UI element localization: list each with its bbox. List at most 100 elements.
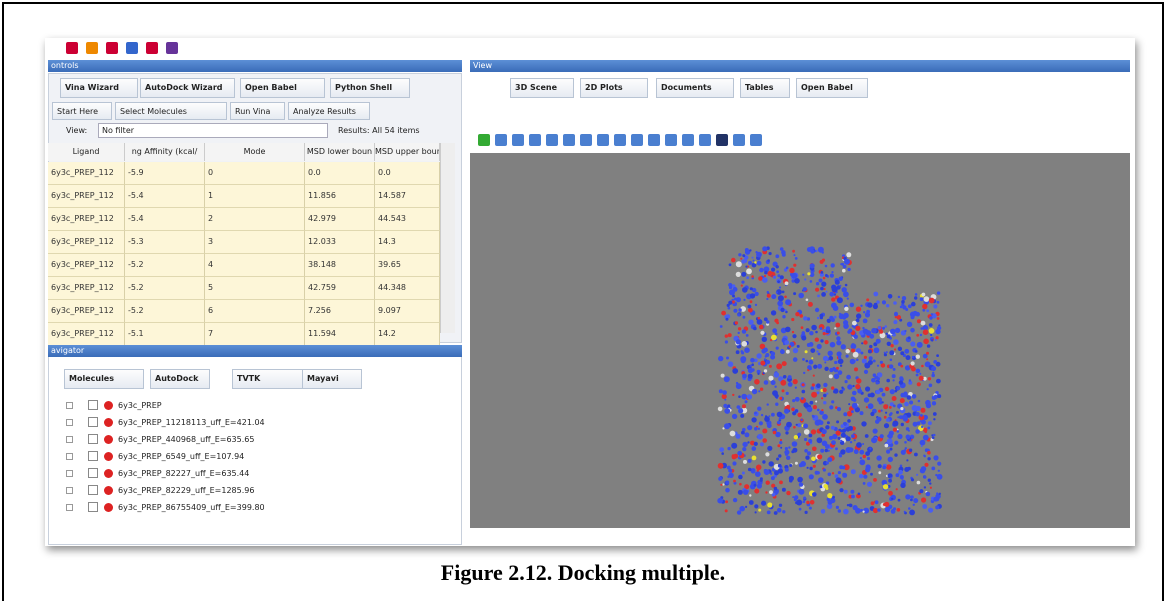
atom xyxy=(831,400,834,403)
caption: Figure 2.12. Docking multiple. xyxy=(0,560,1166,586)
scrollbar xyxy=(440,143,455,333)
atom xyxy=(808,302,813,307)
atom xyxy=(767,502,772,507)
tab[interactable]: Mayavi xyxy=(302,369,362,389)
atom xyxy=(809,474,814,479)
atom xyxy=(823,394,827,398)
atom xyxy=(892,374,896,378)
tab[interactable]: 2D Plots xyxy=(580,78,648,98)
atom xyxy=(878,464,882,468)
toolbar-icon xyxy=(733,134,745,146)
tab[interactable]: Start Here xyxy=(52,102,112,120)
atom xyxy=(829,292,834,297)
atom xyxy=(890,389,895,394)
atom xyxy=(837,332,840,335)
atom xyxy=(757,483,762,488)
atom xyxy=(817,364,822,369)
atom xyxy=(921,426,923,428)
atom xyxy=(803,500,806,503)
atom xyxy=(780,380,786,386)
atom xyxy=(929,316,932,319)
atom xyxy=(736,339,741,344)
table-cell: 0 xyxy=(205,162,305,185)
atom xyxy=(878,410,881,413)
tab[interactable]: Open Babel xyxy=(240,78,325,98)
atom xyxy=(837,407,841,411)
atom xyxy=(878,326,882,330)
atom xyxy=(834,361,837,364)
atom xyxy=(736,383,742,389)
atom xyxy=(836,340,841,345)
tab[interactable]: 3D Scene xyxy=(510,78,574,98)
atom xyxy=(937,301,940,304)
tab[interactable]: Run Vina xyxy=(230,102,285,120)
atom xyxy=(845,284,848,287)
atom xyxy=(733,309,737,313)
tab[interactable]: Tables xyxy=(740,78,790,98)
atom xyxy=(797,433,801,437)
atom xyxy=(817,409,820,412)
atom xyxy=(736,350,740,354)
atom xyxy=(728,361,734,367)
atom xyxy=(777,301,783,307)
atom xyxy=(742,341,748,347)
atom xyxy=(882,401,884,403)
atom xyxy=(870,412,874,416)
toolbar-icon xyxy=(631,134,643,146)
atom xyxy=(741,358,746,363)
tab[interactable]: Molecules xyxy=(64,369,144,389)
atom xyxy=(792,334,796,338)
table-cell: 38.148 xyxy=(305,254,375,277)
atom xyxy=(932,401,936,405)
atom xyxy=(844,259,850,265)
atom xyxy=(738,327,741,330)
atom xyxy=(732,414,737,419)
atom xyxy=(873,292,878,297)
atom xyxy=(748,261,752,265)
atom xyxy=(921,321,926,326)
atom xyxy=(920,334,922,336)
atom xyxy=(922,504,927,509)
atom xyxy=(791,273,797,279)
atom xyxy=(791,318,794,321)
tab[interactable]: Vina Wizard xyxy=(60,78,138,98)
atom xyxy=(759,268,764,273)
atom xyxy=(851,434,855,438)
atom xyxy=(803,287,807,291)
tab[interactable]: Open Babel xyxy=(796,78,868,98)
checkbox xyxy=(88,434,98,444)
tab[interactable]: AutoDock Wizard xyxy=(140,78,235,98)
atom xyxy=(827,319,830,322)
tab[interactable]: Select Molecules xyxy=(115,102,227,120)
atom xyxy=(831,271,833,273)
atom xyxy=(771,413,775,417)
atom xyxy=(886,418,890,422)
atom xyxy=(825,265,828,268)
atom xyxy=(825,449,828,452)
atom xyxy=(757,261,762,266)
tab[interactable]: AutoDock xyxy=(150,369,210,389)
tab[interactable]: Python Shell xyxy=(330,78,410,98)
tab[interactable]: Analyze Results xyxy=(288,102,370,120)
atom xyxy=(926,492,931,497)
tab[interactable]: Documents xyxy=(656,78,734,98)
atom xyxy=(830,274,834,278)
atom xyxy=(776,291,778,293)
atom xyxy=(853,385,855,387)
atom xyxy=(884,423,889,428)
atom xyxy=(910,495,913,498)
atom xyxy=(864,363,870,369)
atom xyxy=(764,271,768,275)
atom xyxy=(831,297,835,301)
atom xyxy=(775,254,779,258)
expand-icon xyxy=(66,453,73,460)
atom xyxy=(819,410,824,415)
atom xyxy=(850,303,855,308)
atom xyxy=(809,507,812,510)
atom xyxy=(774,372,780,378)
atom xyxy=(739,483,742,486)
atom xyxy=(728,307,731,310)
atom xyxy=(916,369,921,374)
atom xyxy=(726,357,729,360)
atom xyxy=(754,489,759,494)
